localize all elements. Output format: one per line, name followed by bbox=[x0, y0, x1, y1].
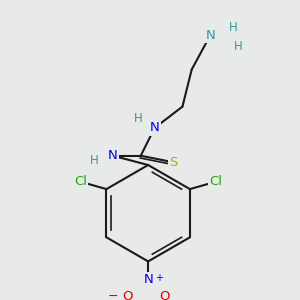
Text: Cl: Cl bbox=[209, 175, 222, 188]
Text: O: O bbox=[160, 290, 170, 300]
Text: N: N bbox=[108, 149, 118, 162]
Text: N: N bbox=[143, 274, 153, 286]
Text: O: O bbox=[122, 290, 133, 300]
Text: H: H bbox=[134, 112, 142, 125]
Text: −: − bbox=[108, 290, 119, 300]
Text: N: N bbox=[150, 122, 160, 134]
Text: S: S bbox=[169, 156, 177, 169]
Text: H: H bbox=[234, 40, 242, 53]
Text: Cl: Cl bbox=[74, 175, 87, 188]
Text: N: N bbox=[206, 29, 215, 42]
Text: +: + bbox=[154, 274, 163, 284]
Text: H: H bbox=[90, 154, 99, 167]
Text: H: H bbox=[229, 21, 238, 34]
